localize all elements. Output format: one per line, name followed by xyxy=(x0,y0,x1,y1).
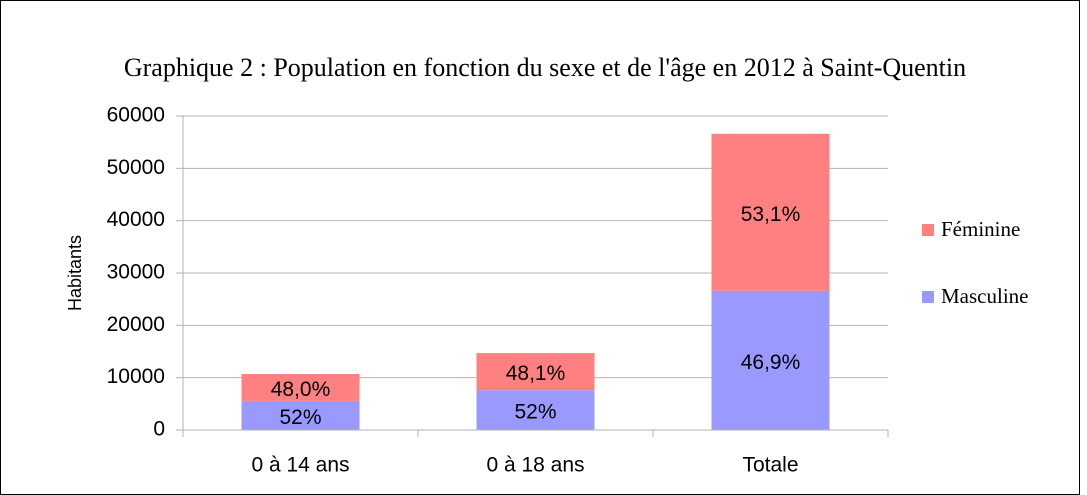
bar-segment xyxy=(476,390,595,430)
y-tick-label: 0 xyxy=(153,418,165,441)
y-axis-label: Habitants xyxy=(65,235,85,311)
data-label: 53,1% xyxy=(741,203,801,226)
bar-segment xyxy=(241,374,360,401)
data-label: 48,0% xyxy=(271,378,331,401)
data-label: 52% xyxy=(514,401,556,424)
y-tick-label: 20000 xyxy=(107,313,165,336)
legend-label: Masculine xyxy=(941,284,1028,308)
bar-segment xyxy=(711,133,830,291)
x-tick-label: 0 à 18 ans xyxy=(486,454,584,477)
data-label: 46,9% xyxy=(741,351,801,374)
chart-title: Graphique 2 : Population en fonction du … xyxy=(124,53,966,82)
y-tick-label: 50000 xyxy=(107,156,165,179)
legend-swatch xyxy=(922,291,934,303)
y-tick-label: 60000 xyxy=(107,104,165,127)
x-tick-label: Totale xyxy=(742,454,798,477)
legend-swatch xyxy=(922,224,934,236)
y-tick-label: 10000 xyxy=(107,365,165,388)
data-label: 48,1% xyxy=(506,362,566,385)
x-tick-label: 0 à 14 ans xyxy=(251,454,349,477)
bar-segment xyxy=(476,353,595,391)
y-tick-label: 40000 xyxy=(107,208,165,231)
legend-label: Féminine xyxy=(941,217,1020,241)
y-tick-label: 30000 xyxy=(107,261,165,284)
bar-segment xyxy=(711,290,830,430)
bar-segment xyxy=(241,400,360,430)
data-label: 52% xyxy=(279,406,321,429)
